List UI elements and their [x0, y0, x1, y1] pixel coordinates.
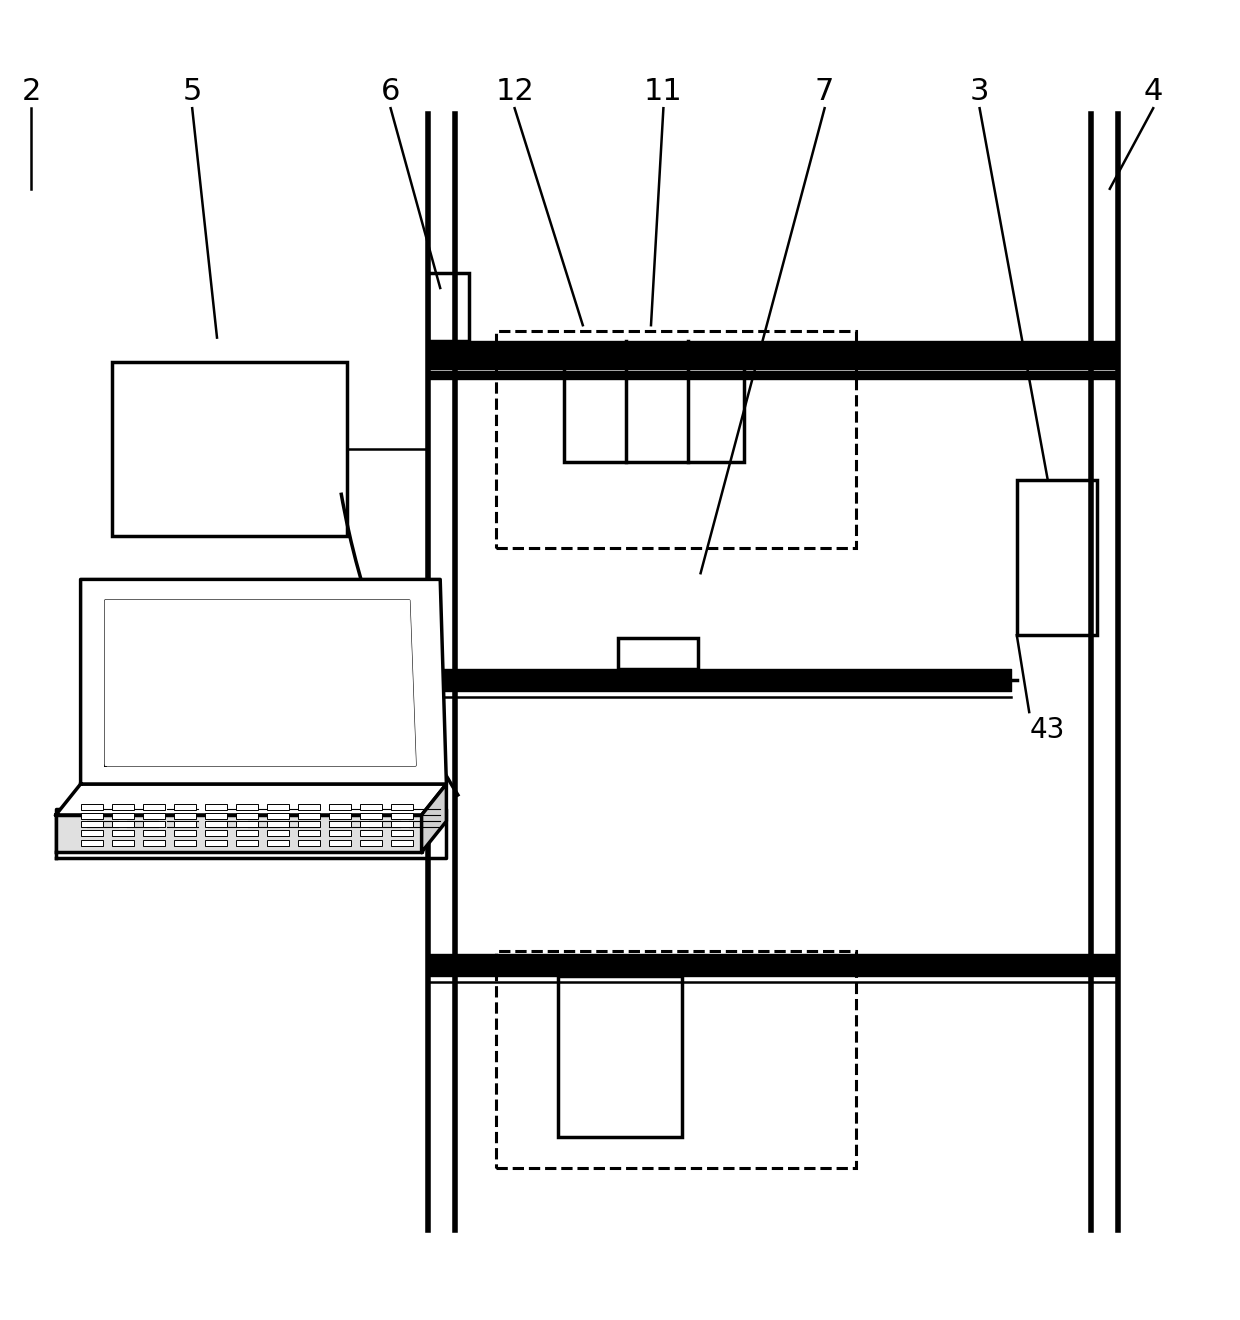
- FancyBboxPatch shape: [267, 821, 289, 828]
- FancyBboxPatch shape: [112, 840, 134, 846]
- FancyBboxPatch shape: [174, 804, 196, 810]
- FancyBboxPatch shape: [236, 821, 258, 828]
- FancyBboxPatch shape: [81, 840, 103, 846]
- FancyBboxPatch shape: [143, 804, 165, 810]
- Polygon shape: [422, 784, 446, 853]
- FancyBboxPatch shape: [112, 821, 134, 828]
- Text: 12: 12: [495, 77, 534, 106]
- FancyBboxPatch shape: [329, 804, 351, 810]
- FancyBboxPatch shape: [391, 821, 413, 828]
- FancyBboxPatch shape: [360, 840, 382, 846]
- FancyBboxPatch shape: [360, 804, 382, 810]
- FancyBboxPatch shape: [298, 804, 320, 810]
- FancyBboxPatch shape: [391, 830, 413, 836]
- Text: 6: 6: [381, 77, 401, 106]
- Text: 4: 4: [1143, 77, 1163, 106]
- FancyBboxPatch shape: [81, 821, 103, 828]
- FancyBboxPatch shape: [205, 830, 227, 836]
- FancyBboxPatch shape: [298, 813, 320, 818]
- FancyBboxPatch shape: [391, 804, 413, 810]
- FancyBboxPatch shape: [267, 804, 289, 810]
- FancyBboxPatch shape: [298, 840, 320, 846]
- FancyBboxPatch shape: [329, 840, 351, 846]
- Polygon shape: [81, 579, 446, 784]
- Text: 7: 7: [815, 77, 835, 106]
- Text: 3: 3: [970, 77, 990, 106]
- Polygon shape: [105, 601, 415, 766]
- FancyBboxPatch shape: [205, 821, 227, 828]
- FancyBboxPatch shape: [360, 830, 382, 836]
- FancyBboxPatch shape: [174, 813, 196, 818]
- Text: 5: 5: [182, 77, 202, 106]
- Polygon shape: [56, 784, 446, 814]
- FancyBboxPatch shape: [143, 821, 165, 828]
- FancyBboxPatch shape: [236, 840, 258, 846]
- FancyBboxPatch shape: [174, 830, 196, 836]
- FancyBboxPatch shape: [143, 840, 165, 846]
- FancyBboxPatch shape: [112, 804, 134, 810]
- Text: 43: 43: [1029, 715, 1065, 743]
- FancyBboxPatch shape: [81, 813, 103, 818]
- FancyBboxPatch shape: [391, 840, 413, 846]
- FancyBboxPatch shape: [81, 830, 103, 836]
- Text: 11: 11: [644, 77, 683, 106]
- FancyBboxPatch shape: [329, 830, 351, 836]
- FancyBboxPatch shape: [360, 813, 382, 818]
- FancyBboxPatch shape: [360, 821, 382, 828]
- FancyBboxPatch shape: [174, 840, 196, 846]
- FancyBboxPatch shape: [236, 830, 258, 836]
- FancyBboxPatch shape: [267, 830, 289, 836]
- FancyBboxPatch shape: [329, 813, 351, 818]
- FancyBboxPatch shape: [205, 804, 227, 810]
- FancyBboxPatch shape: [391, 813, 413, 818]
- FancyBboxPatch shape: [267, 840, 289, 846]
- FancyBboxPatch shape: [143, 830, 165, 836]
- FancyBboxPatch shape: [298, 830, 320, 836]
- FancyBboxPatch shape: [236, 813, 258, 818]
- FancyBboxPatch shape: [81, 804, 103, 810]
- FancyBboxPatch shape: [112, 830, 134, 836]
- Polygon shape: [56, 814, 422, 853]
- FancyBboxPatch shape: [205, 840, 227, 846]
- FancyBboxPatch shape: [143, 813, 165, 818]
- FancyBboxPatch shape: [329, 821, 351, 828]
- FancyBboxPatch shape: [174, 821, 196, 828]
- FancyBboxPatch shape: [267, 813, 289, 818]
- FancyBboxPatch shape: [236, 804, 258, 810]
- FancyBboxPatch shape: [298, 821, 320, 828]
- FancyBboxPatch shape: [205, 813, 227, 818]
- Text: 2: 2: [21, 77, 41, 106]
- FancyBboxPatch shape: [112, 813, 134, 818]
